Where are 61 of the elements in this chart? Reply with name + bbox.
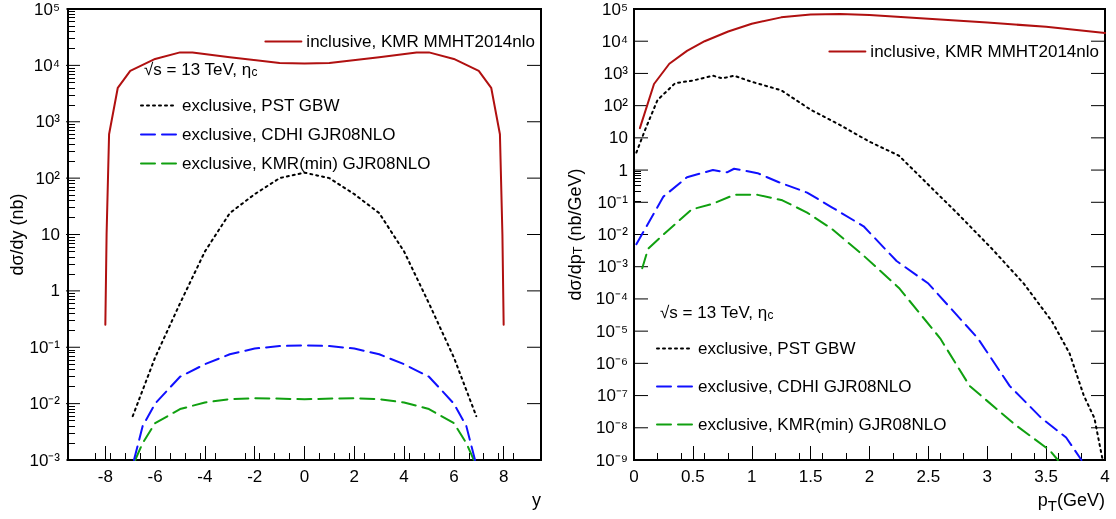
- annotation: √s = 13 TeV, ηc: [660, 303, 774, 322]
- x-axis-title: y: [532, 490, 541, 512]
- y-tick-label: 10³: [603, 63, 629, 83]
- y-tick-label: 10⁻⁹: [595, 450, 628, 470]
- y-tick-label: 1: [618, 160, 628, 180]
- x-axis-title: p$_{T}$(GeV): [1037, 490, 1105, 515]
- y-tick-label: 10⁵: [602, 0, 628, 19]
- y-tick-label: 10⁻²: [597, 225, 629, 244]
- y-tick-label: 10⁻¹: [29, 337, 61, 357]
- y-tick-label: 10²: [35, 168, 61, 188]
- y-tick-label: 10⁻⁵: [596, 321, 628, 341]
- legend-label: inclusive, KMR MMHT2014nlo: [306, 32, 536, 51]
- y-tick-label: 10⁻³: [597, 257, 629, 277]
- y-tick-label: 10⁻⁶: [596, 353, 628, 373]
- line-series: [132, 344, 477, 461]
- legend-label: exclusive, CDHI GJR08NLO: [182, 125, 396, 144]
- y-axis-title: dσ/dpT (nb/GeV): [565, 168, 585, 301]
- x-tick-label: 0: [299, 467, 310, 486]
- x-tick-label: 2: [864, 467, 875, 486]
- legend-label: exclusive, KMR(min) GJR08NLO: [698, 415, 947, 434]
- x-tick-label: 2: [349, 467, 360, 486]
- legend-label: exclusive, PST GBW: [698, 339, 856, 358]
- line-series: [638, 12, 1106, 130]
- x-tick-label: 8: [498, 467, 509, 486]
- x-tick-label: 3.5: [1034, 467, 1058, 486]
- x-tick-label: 3: [982, 467, 992, 486]
- legend-label: exclusive, CDHI GJR08NLO: [698, 377, 912, 396]
- y-tick-label: 10⁻⁴: [595, 289, 628, 309]
- annotation: √s = 13 TeV, ηc: [144, 60, 258, 79]
- y-axis-title: dσ/dy (nb): [7, 193, 27, 276]
- y-tick-label: 10⁻⁷: [596, 386, 628, 406]
- y-tick-label: 10: [41, 225, 60, 244]
- x-tick-label: 0.5: [681, 467, 705, 486]
- y-tick-label: 10: [609, 128, 628, 148]
- y-tick-label: 10³: [35, 112, 61, 132]
- line-series: [104, 51, 505, 326]
- x-tick-label: 2.5: [916, 467, 941, 486]
- y-tick-label: 10⁴: [33, 55, 60, 75]
- x-tick-label: 1: [747, 467, 757, 486]
- x-tick-label: 6: [449, 467, 459, 486]
- y-tick-label: 10⁻³: [29, 450, 61, 470]
- x-tick-label: -6: [147, 467, 163, 486]
- y-tick-label: 10⁻¹: [597, 192, 629, 212]
- x-tick-label: -2: [247, 467, 263, 486]
- x-tick-label: 1.5: [798, 467, 823, 486]
- y-tick-label: 10²: [603, 96, 629, 116]
- y-tick-label: 10⁻²: [29, 394, 61, 414]
- legend-label: exclusive, PST GBW: [182, 96, 340, 115]
- y-tick-label: 10⁵: [34, 0, 60, 19]
- y-tick-label: 10⁴: [601, 31, 628, 51]
- line-series: [131, 171, 478, 418]
- legend-label: exclusive, KMR(min) GJR08NLO: [182, 154, 431, 173]
- legend-label: inclusive, KMR MMHT2014nlo: [870, 42, 1100, 61]
- line-series: [134, 397, 475, 461]
- y-tick-label: 1: [50, 281, 60, 301]
- x-tick-label: 0: [629, 467, 639, 486]
- x-tick-label: 4: [1100, 467, 1110, 486]
- x-tick-label: 4: [399, 467, 409, 486]
- x-tick-label: -8: [97, 467, 113, 486]
- x-tick-label: -4: [197, 467, 213, 486]
- y-tick-label: 10⁻⁸: [595, 418, 628, 438]
